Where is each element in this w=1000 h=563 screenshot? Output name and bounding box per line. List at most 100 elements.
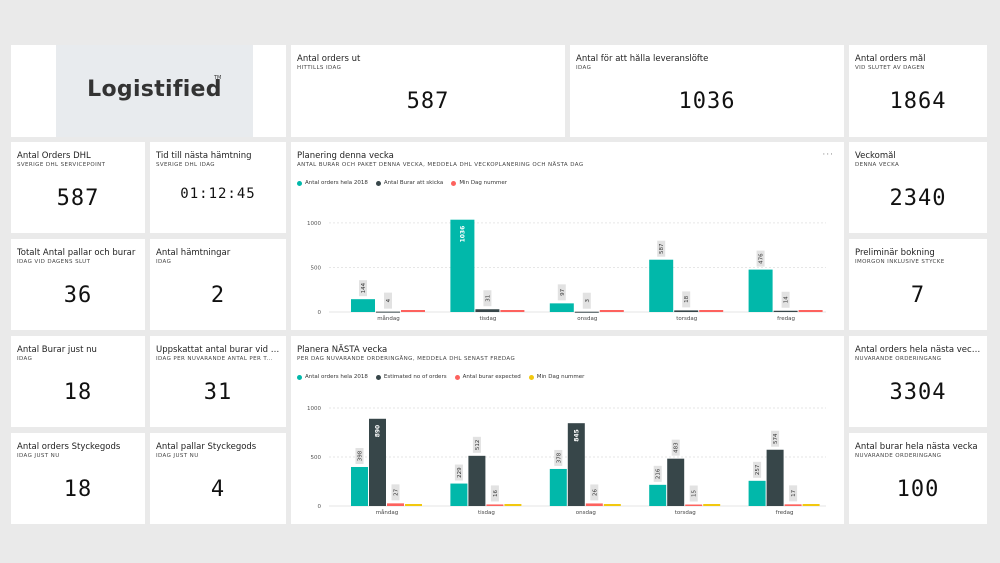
kpi-subtitle: NUVARANDE ORDERINGÅNG [855, 453, 942, 459]
chart-planera-nasta-vecka[interactable]: Planera NÄSTA vecka PER DAG NUVARANDE OR… [291, 336, 844, 524]
legend-item[interactable]: Antal orders hela 2018 [297, 374, 368, 380]
x-tick-label: torsdag [675, 510, 696, 516]
chart-bar [387, 503, 404, 506]
kpi-value: 1864 [889, 89, 947, 114]
legend-label: Min Dag nummer [536, 374, 585, 380]
kpi-title: Antal orders ut [297, 54, 361, 64]
legend-item[interactable]: Antal burar expected [454, 374, 521, 380]
chart-title: Planering denna vecka [297, 151, 394, 161]
kpi-subtitle: IDAG VID DAGENS SLUT [17, 259, 91, 265]
kpi-orders-ut[interactable]: Antal orders ut HITTILLS IDAG 587 [291, 45, 565, 137]
kpi-pallar-burar[interactable]: Totalt Antal pallar och burar IDAG VID D… [11, 239, 145, 330]
data-label-bg [557, 284, 566, 301]
kpi-pallar-stycke[interactable]: Antal pallar Styckegods IDAG JUST NU 4 [150, 433, 286, 524]
chart-bar [802, 504, 820, 506]
legend-item[interactable]: Min Dag nummer [528, 374, 585, 380]
chart-bar [376, 311, 400, 313]
kpi-subtitle: VID SLUTET AV DAGEN [855, 65, 925, 71]
data-label: 483 [674, 442, 680, 453]
chart-bar [351, 299, 375, 312]
kpi-subtitle: IDAG JUST NU [156, 453, 199, 459]
chart-bar [475, 309, 500, 312]
chart-bar [405, 504, 422, 506]
kpi-title: Antal orders mål [855, 54, 926, 64]
kpi-value: 01:12:45 [180, 186, 256, 202]
kpi-value: 587 [56, 186, 100, 211]
kpi-subtitle: NUVARANDE ORDERINGÅNG [855, 356, 942, 362]
kpi-orders-mal[interactable]: Antal orders mål VID SLUTET AV DAGEN 186… [849, 45, 987, 137]
chart-bar [369, 418, 386, 506]
legend-label: Min Dag nummer [459, 180, 507, 186]
data-label-bg [753, 461, 762, 478]
chart-bar [450, 219, 475, 312]
chart-bar [773, 310, 798, 312]
chart-bar [798, 310, 823, 312]
chart-bar [748, 269, 773, 312]
chart-plot[interactable]: 0 500 1000 144 4 måndag 1036 31 tisdag 97 3 onsdag 5… [291, 142, 844, 330]
data-label: 1036 [459, 226, 466, 243]
data-label-bg [653, 465, 662, 482]
chart-bar [699, 310, 724, 312]
kpi-value: 31 [203, 380, 233, 405]
data-label-bg [384, 292, 392, 309]
chart-bar [674, 310, 699, 312]
kpi-burar-nasta[interactable]: Antal burar hela nästa vecka NUVARANDE O… [849, 433, 987, 524]
kpi-uppskattat[interactable]: Uppskattat antal burar vid d... IDAG PER… [150, 336, 286, 427]
kpi-title: Antal pallar Styckegods [156, 442, 257, 452]
kpi-leveranslofte[interactable]: Antal för att hålla leveranslöfte IDAG 1… [570, 45, 844, 137]
data-label: 216 [656, 468, 662, 479]
more-options-icon[interactable]: ··· [822, 150, 834, 160]
data-label-bg [490, 485, 499, 502]
kpi-title: Antal för att hålla leveranslöfte [576, 54, 709, 64]
kpi-title: Uppskattat antal burar vid d... [156, 345, 280, 355]
logo-background: Logistified TM [56, 45, 253, 137]
chart-bar [549, 468, 567, 506]
chart-plot[interactable]: 0 500 1000 398 890 27 måndag 229 512 16 tisdag 378 8… [291, 336, 844, 524]
chart-planering-denna-vecka[interactable]: Planering denna vecka ANTAL BURAR OCH PA… [291, 142, 844, 330]
chart-bar [748, 480, 766, 506]
chart-bar [766, 449, 784, 506]
kpi-orders-nasta[interactable]: Antal orders hela nästa vecka NUVARANDE … [849, 336, 987, 427]
legend-item[interactable]: Estimated no of orders [375, 374, 447, 380]
legend-dot-icon [297, 374, 302, 380]
legend-label: Antal orders hela 2018 [305, 180, 368, 186]
kpi-value: 1036 [678, 89, 736, 114]
chart-bar [667, 458, 685, 506]
kpi-subtitle: IDAG [156, 259, 172, 265]
legend-item[interactable]: Antal orders hela 2018 [297, 180, 368, 186]
legend-item[interactable]: Antal Burar att skicka [375, 180, 443, 186]
chart-bar [504, 504, 522, 506]
chart-bar [603, 504, 621, 506]
x-tick-label: tisdag [478, 510, 495, 516]
chart-legend: Antal orders hela 2018 Estimated no of o… [297, 374, 584, 380]
legend-item[interactable]: Min Dag nummer [451, 180, 507, 186]
kpi-value: 2340 [889, 186, 947, 211]
data-label-bg [472, 436, 481, 453]
data-label-bg [671, 439, 680, 456]
data-label-bg [789, 485, 798, 502]
y-tick-label: 0 [318, 310, 322, 316]
chart-bar [401, 310, 425, 312]
kpi-subtitle: DENNA VECKA [855, 162, 900, 168]
kpi-veckomal[interactable]: Veckomål DENNA VECKA 2340 [849, 142, 987, 233]
kpi-subtitle: IDAG JUST NU [17, 453, 60, 459]
kpi-hamtningar[interactable]: Antal hämtningar IDAG 2 [150, 239, 286, 330]
data-label: 845 [573, 429, 580, 442]
kpi-styckegods[interactable]: Antal orders Styckegods IDAG JUST NU 18 [11, 433, 145, 524]
kpi-orders-dhl[interactable]: Antal Orders DHL SVERIGE DHL SERVICEPOIN… [11, 142, 145, 233]
data-label-bg [454, 464, 463, 481]
kpi-prel-bokning[interactable]: Preliminär bokning IMORGON INKLUSIVE STY… [849, 239, 987, 330]
x-tick-label: måndag [376, 509, 399, 516]
chart-bar [486, 504, 504, 506]
x-tick-label: måndag [377, 315, 400, 322]
data-label: 4 [386, 298, 392, 302]
kpi-tid-hamtning[interactable]: Tid till nästa hämtning SVERIGE DHL IDAG… [150, 142, 286, 233]
kpi-value: 100 [896, 477, 940, 502]
data-label-bg [781, 291, 790, 308]
chart-bar [599, 310, 624, 312]
data-label-bg [483, 290, 492, 307]
legend-dot-icon [375, 180, 381, 186]
data-label-bg [359, 280, 367, 297]
chart-subtitle: ANTAL BURAR OCH PAKET DENNA VECKA, MEDDE… [297, 162, 584, 168]
kpi-burar-nu[interactable]: Antal Burar just nu IDAG 18 [11, 336, 145, 427]
